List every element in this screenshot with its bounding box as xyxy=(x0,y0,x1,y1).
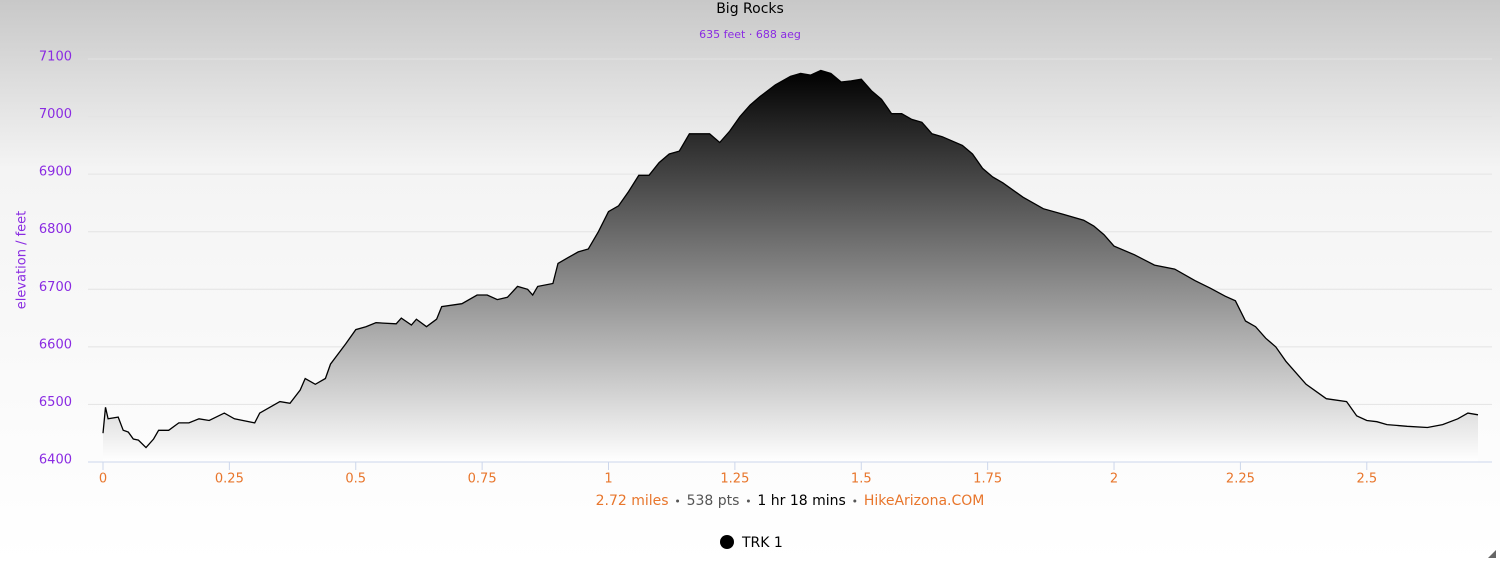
x-tick-label: 2.25 xyxy=(1226,472,1255,487)
footer-item: HikeArizona.COM xyxy=(864,493,985,509)
legend-label: TRK 1 xyxy=(741,535,783,551)
x-tick-label: 0 xyxy=(99,472,107,487)
x-tick-label: 0.25 xyxy=(215,472,244,487)
y-tick-label: 6400 xyxy=(39,453,72,468)
y-tick-label: 6700 xyxy=(39,280,72,295)
y-tick-label: 7100 xyxy=(39,50,72,65)
footer-item: 2.72 miles xyxy=(596,493,669,509)
area xyxy=(103,70,1478,462)
y-tick-label: 6600 xyxy=(39,337,72,352)
footer-item: 1 hr 18 mins xyxy=(757,493,845,509)
x-tick-label: 1.5 xyxy=(851,472,872,487)
legend-marker xyxy=(720,535,734,549)
y-tick-label: 6900 xyxy=(39,165,72,180)
chart-title: Big Rocks xyxy=(716,1,784,17)
footer: 2.72 miles 538 pts 1 hr 18 mins HikeArizona… xyxy=(596,493,985,509)
x-tick-label: 0.5 xyxy=(345,472,366,487)
legend: TRK 1 xyxy=(720,535,783,551)
line xyxy=(102,69,1479,449)
x-tick-label: 1.75 xyxy=(973,472,1002,487)
separator xyxy=(746,499,750,503)
separator xyxy=(676,499,680,503)
y-tick-label: 7000 xyxy=(39,107,72,122)
y-axis-label: elevation / feet xyxy=(15,211,30,309)
y-tick-label: 6800 xyxy=(39,222,72,237)
resize-handle xyxy=(1488,550,1496,558)
chart-subtitle: 635 feet · 688 aeg xyxy=(699,28,801,41)
footer-item: 538 pts xyxy=(687,493,740,509)
x-tick-label: 1.25 xyxy=(720,472,749,487)
separator xyxy=(853,499,857,503)
plot xyxy=(102,69,1479,462)
ticks: 6400 6500 6600 6700 6800 6900 7000 7100 0 0.25 0.5… xyxy=(39,50,1492,487)
x-tick-label: 2.5 xyxy=(1356,472,1377,487)
x-tick-label: 0.75 xyxy=(468,472,497,487)
y-tick-label: 6500 xyxy=(39,395,72,410)
x-tick-label: 1 xyxy=(604,472,612,487)
x-tick-label: 2 xyxy=(1110,472,1118,487)
